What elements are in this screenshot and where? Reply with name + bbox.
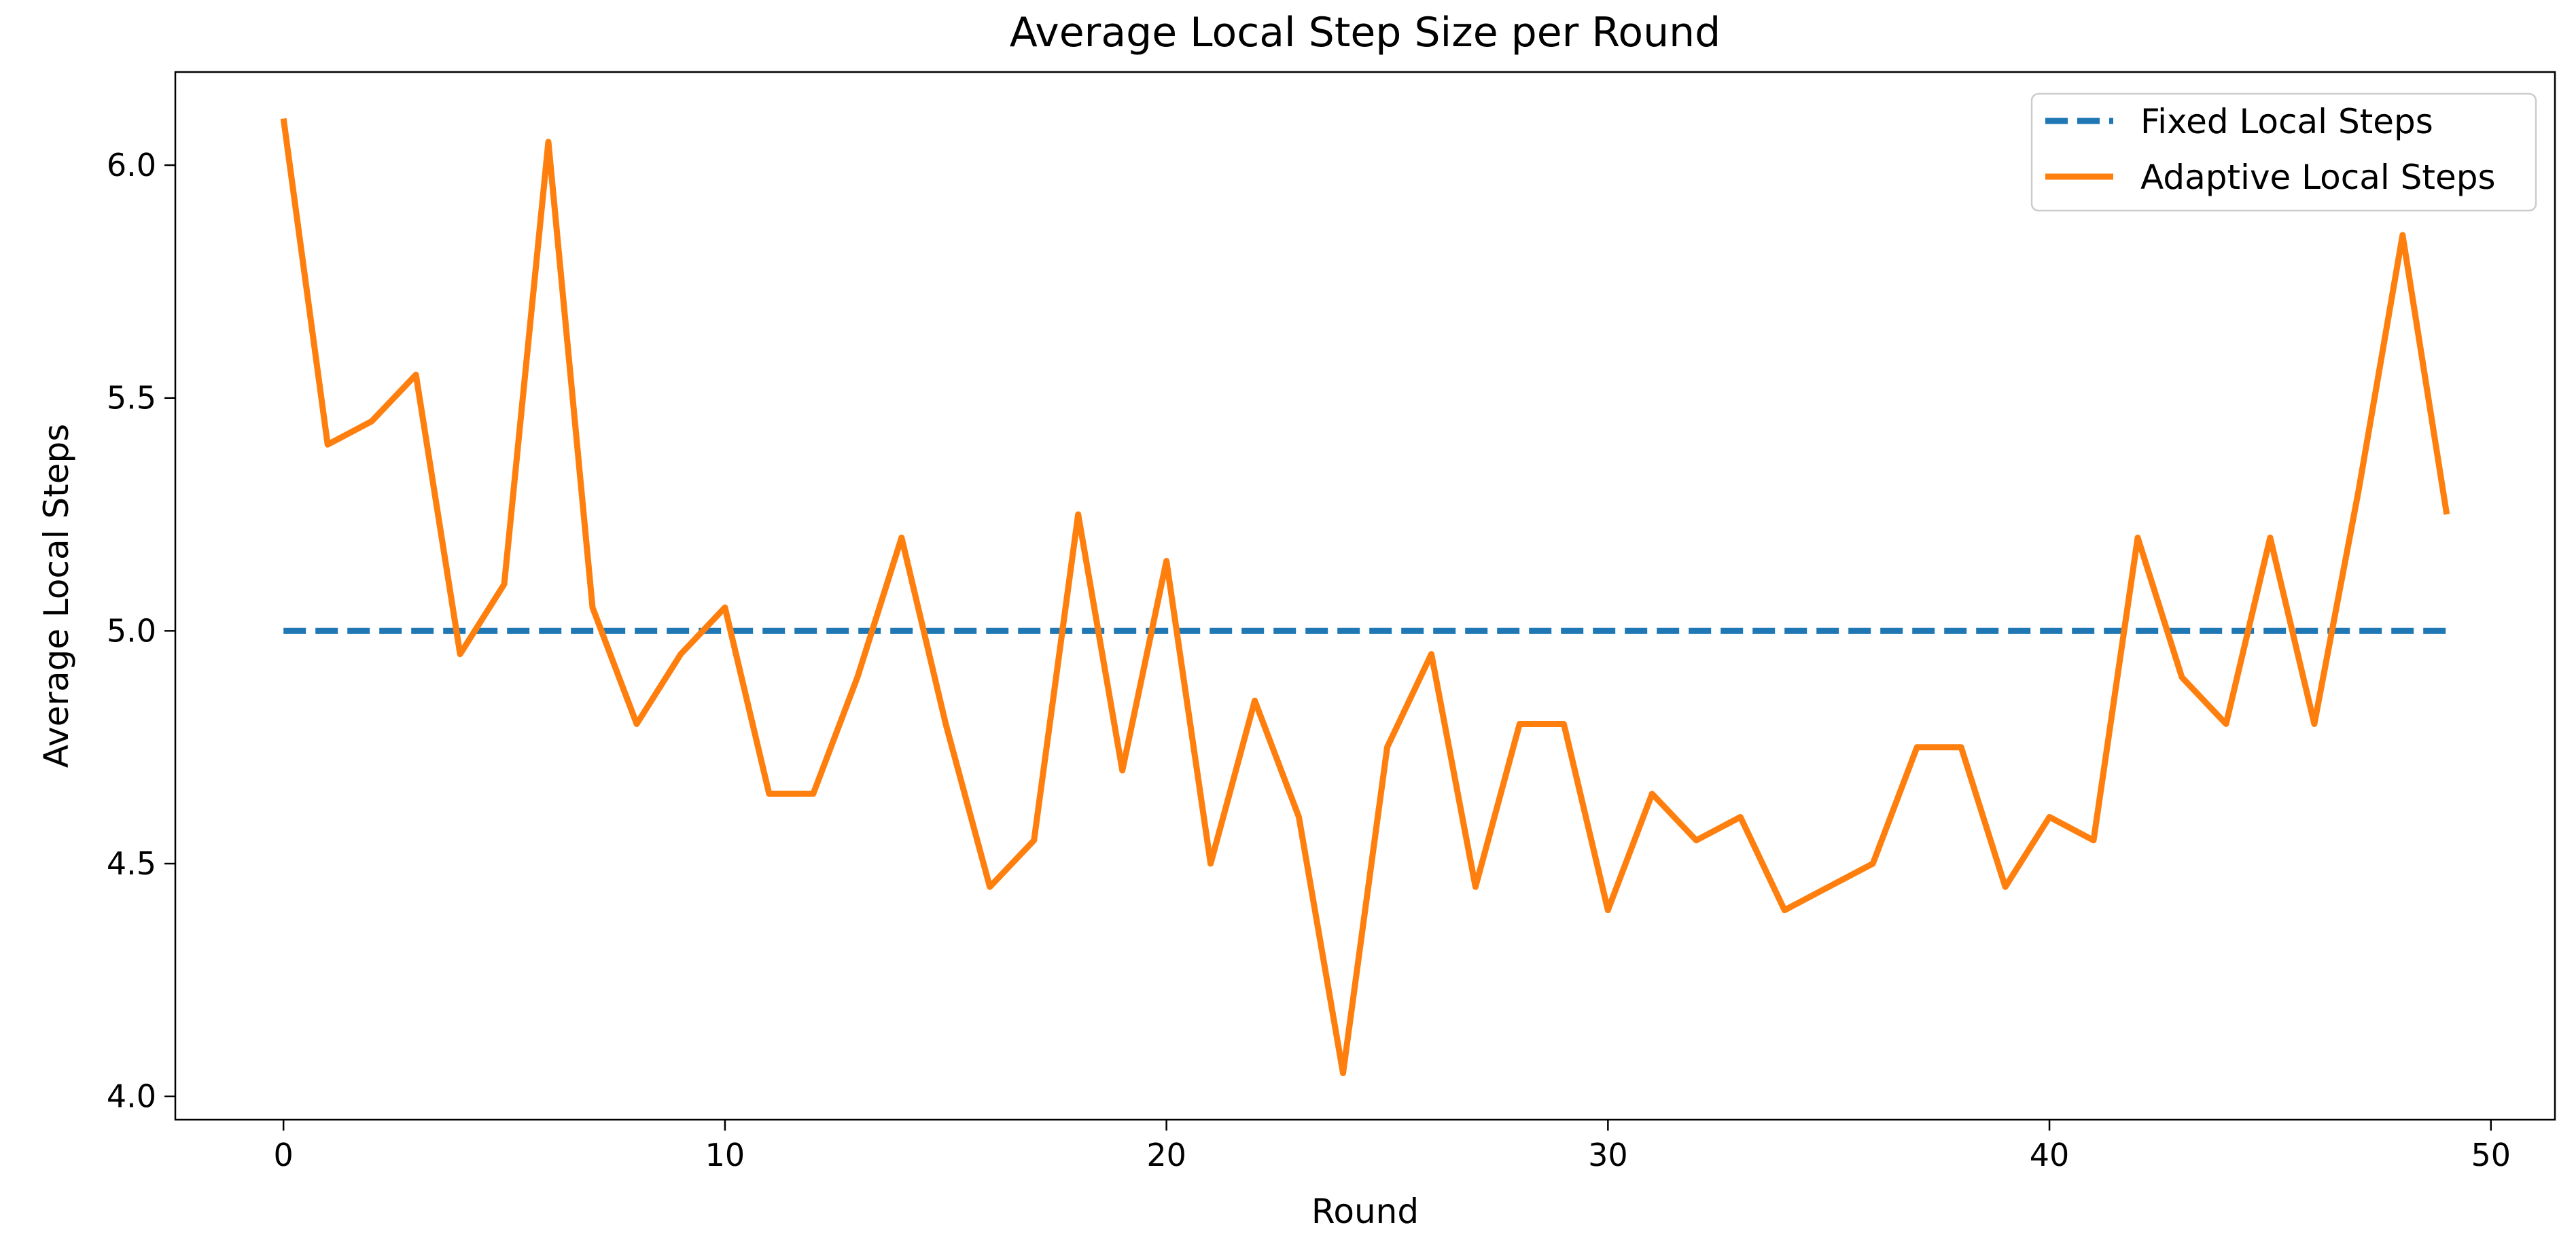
plot-area <box>280 118 2450 1076</box>
x-tick-label: 20 <box>1146 1137 1186 1173</box>
legend-label-2: Adaptive Local Steps <box>2140 158 2496 197</box>
y-axis: 4.0 4.5 5.0 5.5 6.0 <box>107 147 175 1115</box>
y-tick-label: 4.0 <box>107 1078 156 1115</box>
legend-label-1: Fixed Local Steps <box>2140 102 2433 141</box>
x-tick-label: 0 <box>274 1137 294 1173</box>
x-tick-label: 30 <box>1588 1137 1628 1173</box>
chart-title: Average Local Step Size per Round <box>1010 9 1721 56</box>
x-tick-label: 40 <box>2030 1137 2070 1173</box>
series-line-2 <box>280 118 2450 1076</box>
y-axis-label: Average Local Steps <box>37 424 76 768</box>
x-axis: 0 10 20 30 40 50 <box>274 1120 2511 1173</box>
y-tick-label: 5.0 <box>107 612 156 649</box>
y-tick-label: 5.5 <box>107 380 156 416</box>
legend-box <box>2030 92 2537 212</box>
y-tick-label: 4.5 <box>107 845 156 882</box>
x-tick-label: 10 <box>705 1137 745 1173</box>
legend: Fixed Local Steps Adaptive Local Steps <box>2030 92 2537 212</box>
y-tick-label: 6.0 <box>107 147 156 183</box>
plot-frame <box>174 71 2556 1121</box>
x-axis-label: Round <box>1311 1192 1419 1231</box>
x-tick-label: 50 <box>2471 1137 2511 1173</box>
